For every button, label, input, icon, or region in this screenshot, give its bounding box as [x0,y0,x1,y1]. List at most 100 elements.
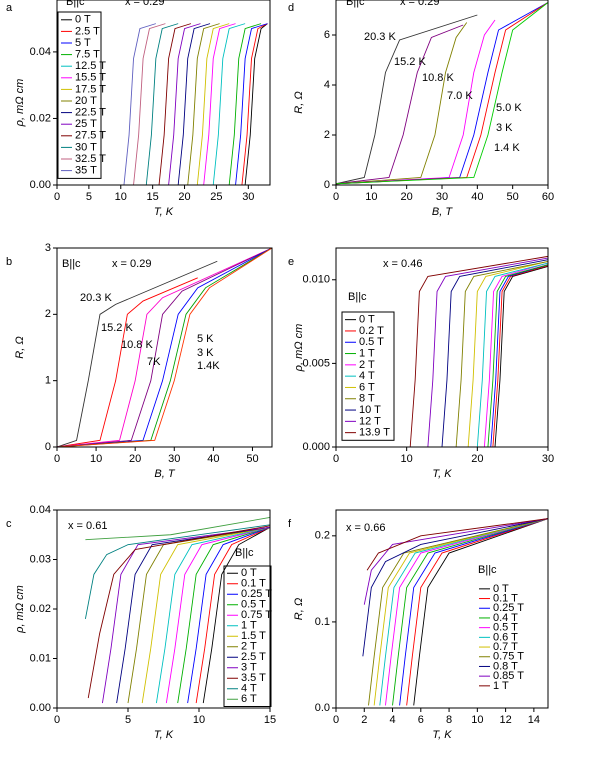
curve [368,518,548,706]
curve [141,526,270,704]
legend-label: 2 T [241,641,257,653]
curve [392,518,548,706]
curve [202,526,270,704]
x-tick-label: 20 [178,191,190,203]
curve [413,518,548,706]
curve [226,23,268,185]
plot-frame [56,247,273,448]
curve [379,518,548,706]
legend-label: 3 T [241,662,257,674]
panel: f 0 2 4 6 8 10 12 14 0.0 0.1 0.2 T, K R, Ω x = 0.66 B||… [288,509,549,741]
curve [413,257,548,447]
x-tick-label: 10 [471,714,483,726]
x-tick-label: 60 [542,191,554,203]
y-axis-label: R, Ω [293,91,305,113]
curve [159,23,211,185]
curve [114,23,166,185]
legend-label: 0 T [359,314,375,326]
curve [336,22,468,185]
x-tick-label: 10 [115,191,127,203]
curve-label: 20.3 K [364,31,396,43]
annotation: B||c [346,0,365,8]
legend-label: 0.1 T [493,592,518,604]
legend-label: 0.8 T [493,660,518,672]
curve [57,248,272,447]
curve [116,526,270,704]
annotation: x = 0.29 [112,258,151,270]
curve [336,24,464,185]
curve [373,518,548,706]
curve [139,23,192,185]
curve-label: 10.8 K [121,339,153,351]
legend-label: 0 T [241,567,257,579]
legend-label: 0.5 T [359,336,384,348]
x-tick-label: 0 [333,453,339,465]
x-axis-label: T, K [432,468,452,480]
curve-label: 3 K [197,347,214,359]
x-tick-label: 50 [246,453,258,465]
curve-label: 7K [147,356,161,368]
legend-label: 32.5 T [75,153,106,165]
x-tick-label: 30 [436,191,448,203]
x-axis-label: B, T [432,206,453,218]
y-tick-label: 0.00 [30,179,51,191]
x-tick-label: 20 [471,453,483,465]
curve [168,23,220,185]
y-axis-label: R, Ω [293,598,305,620]
x-tick-label: 10 [193,714,205,726]
annotation: B||c [348,291,367,303]
x-tick-label: 0 [333,714,339,726]
legend-label: 0 T [75,14,91,26]
curve [87,525,270,699]
x-tick-label: 10 [365,191,377,203]
x-tick-label: 8 [446,714,452,726]
plot-frame [335,0,549,186]
panel: e 0 10 20 30 0.000 0.005 0.010 T, K ρ, mΩ cm x = 0… [288,247,554,480]
y-axis-label: ρ, mΩ cm [14,79,26,128]
curve [442,260,548,447]
curve-label: 15.2 K [101,322,133,334]
legend-label: 0.7 T [493,641,518,653]
legend-frame [57,11,102,179]
y-tick-label: 4 [324,79,330,91]
x-tick-label: 40 [471,191,483,203]
legend-frame [223,565,272,707]
curve-label: 10.8 K [422,72,454,84]
curve [178,23,230,185]
x-tick-label: 30 [242,191,254,203]
legend-label: 0.5 T [493,622,518,634]
legend-label: 6 T [241,693,257,705]
x-tick-label: 10 [401,453,413,465]
curve [195,526,270,704]
curve-label: 20.3 K [80,292,112,304]
y-tick-label: 0 [45,441,51,453]
legend-label: 0.75 T [493,651,524,663]
curve [478,265,548,447]
legend-label: 5 T [75,37,91,49]
curve [363,518,548,605]
curve [480,265,548,447]
panel-label: c [6,518,12,530]
curve-label: 15.2 K [394,56,426,68]
annotation: x = 0.29 [400,0,439,8]
curve [427,259,548,447]
legend-label: 0.25 T [241,588,272,600]
annotation: B||c [235,547,254,559]
curve [473,264,548,447]
curve [210,23,262,185]
legend-label: 1 T [359,347,375,359]
curve [184,23,236,185]
legend-label: 7.5 T [75,49,100,61]
curve [336,2,548,185]
legend-label: 0.4 T [493,612,518,624]
y-tick-label: 0.03 [30,553,51,565]
legend-label: 0.75 T [241,609,272,621]
y-tick-label: 0.0 [315,702,330,714]
panel: b 0 10 20 30 40 50 0 1 2 3 B, T R, Ω B||c x = 0.29 20.3… [6,242,273,480]
legend-label: 4 T [241,683,257,695]
curve [454,260,548,447]
y-tick-label: 0.02 [30,112,51,124]
annotation: B||c [478,564,497,576]
y-tick-label: 1 [45,375,51,387]
x-axis-label: T, K [154,206,174,218]
